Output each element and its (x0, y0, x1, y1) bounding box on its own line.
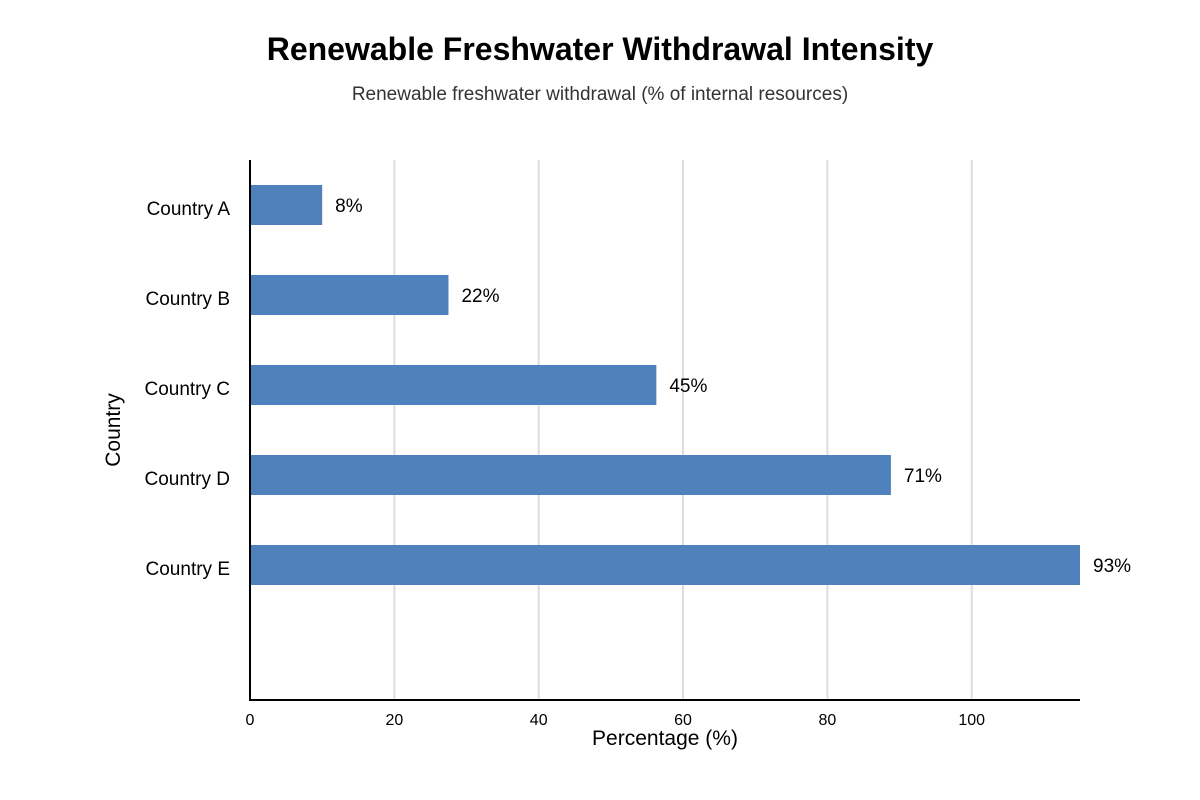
y-category-label: Country D (144, 469, 230, 490)
x-tick-label: 60 (674, 712, 692, 729)
y-category-label: Country A (147, 199, 231, 220)
data-label: 71% (904, 466, 942, 487)
bar (250, 455, 891, 495)
data-label: 22% (461, 286, 499, 307)
x-axis-title: Percentage (%) (592, 727, 738, 750)
axes (249, 160, 1080, 701)
x-tick-label: 20 (385, 712, 403, 729)
x-tick-label: 100 (958, 712, 985, 729)
y-category-label: Country C (144, 379, 230, 400)
chart-subtitle: Renewable freshwater withdrawal (% of in… (352, 84, 848, 105)
data-label: 93% (1093, 556, 1131, 577)
bar (250, 185, 323, 225)
chart-title: Renewable Freshwater Withdrawal Intensit… (267, 31, 934, 67)
gridlines (393, 160, 973, 700)
data-label: 45% (669, 376, 707, 397)
bars (250, 185, 1080, 585)
x-tick-label: 80 (818, 712, 836, 729)
labels: 0 20 40 60 80 100 Country A 8% Country B 22% Count… (144, 196, 1131, 729)
x-tick-label: 40 (530, 712, 548, 729)
y-category-label: Country E (146, 559, 230, 580)
x-tick-label: 0 (246, 712, 255, 729)
data-label: 8% (335, 196, 363, 217)
y-category-label: Country B (146, 289, 230, 310)
bar (250, 545, 1080, 585)
bar (250, 275, 449, 315)
bar (250, 365, 657, 405)
y-axis-title: Country (102, 393, 125, 467)
